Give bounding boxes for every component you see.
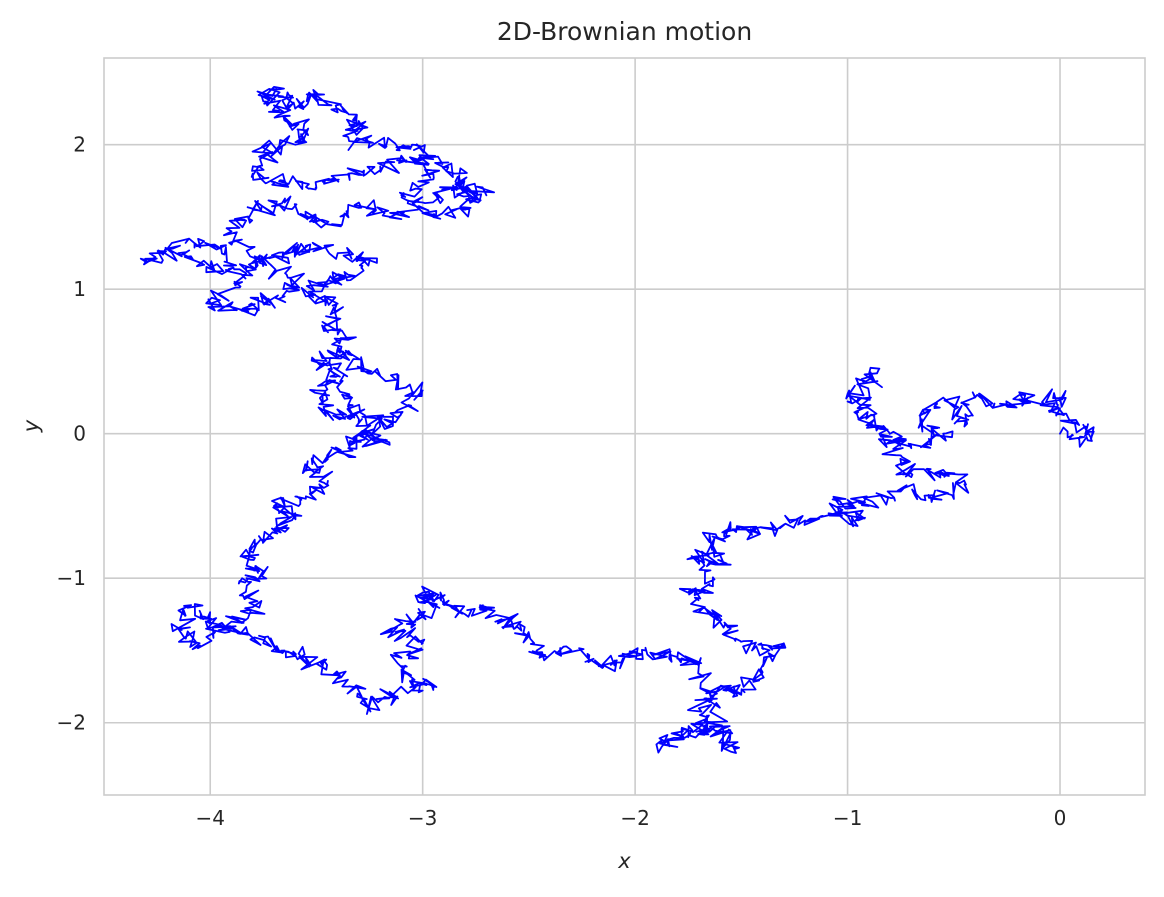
x-axis-label: x	[617, 849, 631, 873]
x-tick-label: −2	[620, 806, 649, 830]
y-axis-label: y	[19, 419, 43, 433]
brownian-path-line	[139, 86, 1095, 754]
x-tick-label: 0	[1054, 806, 1067, 830]
x-tick-label: −3	[408, 806, 437, 830]
tick-labels: −4 −3 −2 −1 0 −2 −1 0 1 2	[57, 133, 1067, 830]
x-tick-label: −1	[833, 806, 862, 830]
y-tick-label: 1	[73, 277, 86, 301]
plot-frame	[103, 57, 1146, 796]
chart-title: 2D-Brownian motion	[497, 17, 752, 46]
y-tick-label: 0	[73, 422, 86, 446]
y-tick-label: −1	[57, 566, 86, 590]
y-tick-label: −2	[57, 711, 86, 735]
y-tick-label: 2	[73, 133, 86, 157]
x-tick-label: −4	[195, 806, 224, 830]
